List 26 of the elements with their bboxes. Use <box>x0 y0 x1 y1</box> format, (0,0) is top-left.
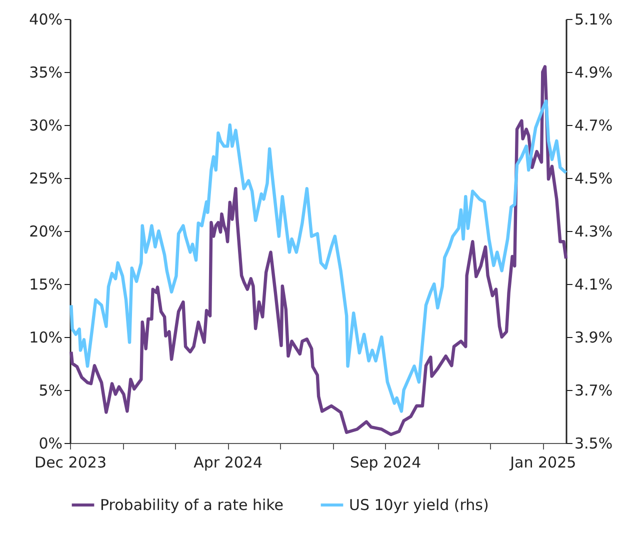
y2-tick-label: 4.5% <box>574 170 613 188</box>
y-tick-label: 25% <box>29 170 62 188</box>
y2-tick-label: 4.7% <box>574 116 613 134</box>
y-tick-label: 35% <box>29 64 62 82</box>
y2-tick-label: 3.7% <box>574 382 613 400</box>
y2-tick-label: 4.9% <box>574 64 613 82</box>
x-tick-label: Dec 2023 <box>34 454 106 472</box>
line-series <box>70 100 568 413</box>
y-tick-label: 5% <box>38 382 62 400</box>
x-tick-label: Sep 2024 <box>350 454 422 472</box>
x-tick-label: Jan 2025 <box>509 454 576 472</box>
legend-label: Probability of a rate hike <box>100 496 284 514</box>
x-tick-label: Apr 2024 <box>194 454 263 472</box>
y2-tick-label: 3.9% <box>574 328 613 346</box>
y-tick-label: 40% <box>29 10 62 28</box>
y-tick-label: 0% <box>38 434 62 452</box>
legend-label: US 10yr yield (rhs) <box>349 496 489 514</box>
y2-tick-label: 4.1% <box>574 276 613 294</box>
y-tick-label: 30% <box>29 116 62 134</box>
y-tick-label: 10% <box>29 328 62 346</box>
y2-tick-label: 5.1% <box>574 10 613 28</box>
y2-tick-label: 3.5% <box>574 434 613 452</box>
y-tick-label: 15% <box>29 276 62 294</box>
y2-tick-label: 4.3% <box>574 222 613 240</box>
line-series <box>70 65 568 436</box>
y-tick-label: 20% <box>29 222 62 240</box>
